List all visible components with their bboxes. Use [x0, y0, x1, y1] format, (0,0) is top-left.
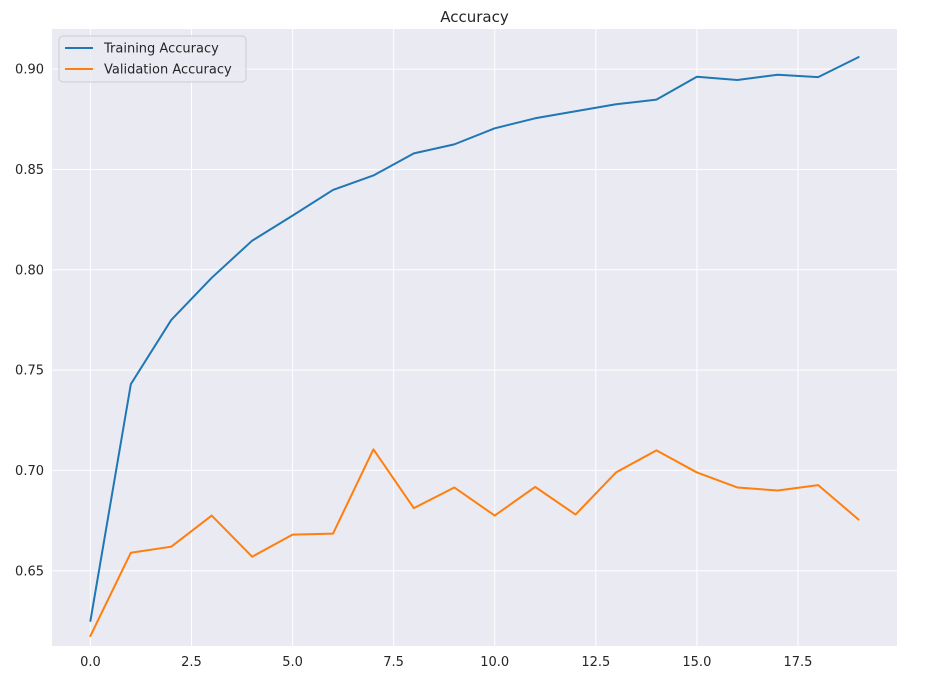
- x-axis-ticks: 0.0 2.5 5.0 7.5 10.0 12.5 15.0 17.5: [80, 655, 812, 670]
- y-axis-ticks: 0.65 0.70 0.75 0.80 0.85 0.90: [15, 63, 44, 580]
- y-tick-label: 0.70: [15, 464, 44, 479]
- x-tick-label: 12.5: [581, 655, 610, 670]
- y-tick-label: 0.80: [15, 263, 44, 278]
- legend-box: [58, 35, 247, 83]
- legend: Training Accuracy Validation Accuracy: [58, 35, 247, 83]
- x-tick-label: 5.0: [282, 655, 303, 670]
- y-tick-label: 0.65: [15, 564, 44, 579]
- plot-area: [52, 29, 897, 646]
- chart-title: Accuracy: [440, 8, 509, 26]
- y-tick-label: 0.90: [15, 63, 44, 78]
- series-lines: [89, 56, 860, 637]
- x-tick-label: 10.0: [480, 655, 509, 670]
- x-tick-label: 0.0: [80, 655, 101, 670]
- x-tick-label: 7.5: [383, 655, 404, 670]
- series-line-validation-accuracy: [89, 448, 860, 637]
- y-tick-label: 0.75: [15, 364, 44, 379]
- x-tick-label: 17.5: [783, 655, 812, 670]
- grid-lines: [52, 29, 897, 646]
- y-tick-label: 0.85: [15, 163, 44, 178]
- series-line-training-accuracy: [89, 56, 860, 622]
- x-tick-label: 2.5: [181, 655, 202, 670]
- legend-label: Training Accuracy: [103, 42, 219, 57]
- legend-label: Validation Accuracy: [104, 63, 232, 78]
- x-tick-label: 15.0: [682, 655, 711, 670]
